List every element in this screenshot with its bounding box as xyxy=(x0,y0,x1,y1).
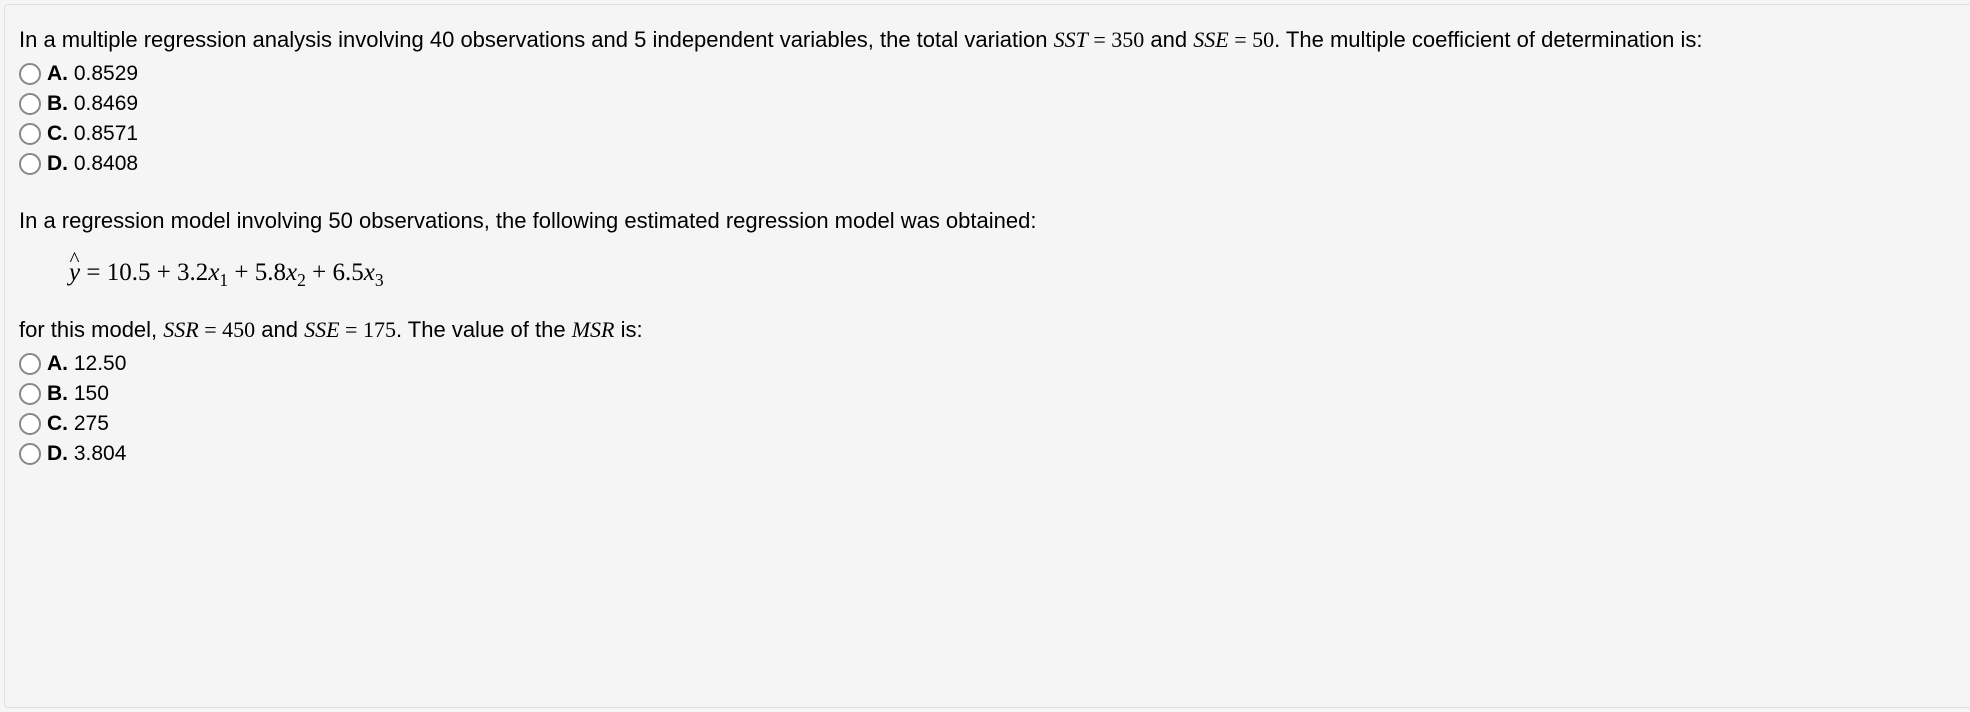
q1-sse-val: = 50 xyxy=(1229,27,1274,52)
q2-radio-c[interactable] xyxy=(19,413,41,435)
q2-option-b-letter: B. xyxy=(47,382,68,405)
question-2-options: A. 12.50 B. 150 C. 275 D. 3.804 xyxy=(19,352,1959,466)
q2-option-c-label[interactable]: C. 275 xyxy=(47,412,109,436)
q2-option-c-row: C. 275 xyxy=(19,412,1959,436)
q2-option-d-letter: D. xyxy=(47,442,68,465)
q1-sst-var: SST xyxy=(1054,27,1088,52)
q2-option-d-label[interactable]: D. 3.804 xyxy=(47,442,126,466)
q1-option-d-row: D. 0.8408 xyxy=(19,152,1959,176)
q2-text-part1: In a regression model involving 50 obser… xyxy=(19,208,1036,233)
q2-sse-val: = 175 xyxy=(340,317,396,342)
q2-option-a-label[interactable]: A. 12.50 xyxy=(47,352,126,376)
q1-text-part2: . The multiple coefficient of determinat… xyxy=(1274,27,1702,52)
quiz-container: In a multiple regression analysis involv… xyxy=(4,4,1970,708)
q2-option-a-row: A. 12.50 xyxy=(19,352,1959,376)
q1-option-d-value: 0.8408 xyxy=(74,152,138,175)
q2-option-b-row: B. 150 xyxy=(19,382,1959,406)
q1-option-b-letter: B. xyxy=(47,92,68,115)
q1-option-c-label[interactable]: C. 0.8571 xyxy=(47,122,138,146)
q2-text-p2c: is: xyxy=(614,317,642,342)
q2-option-c-value: 275 xyxy=(74,412,109,435)
q2-option-b-value: 150 xyxy=(74,382,109,405)
q2-option-a-letter: A. xyxy=(47,352,68,375)
q2-sse-var: SSE xyxy=(304,317,339,342)
q1-radio-d[interactable] xyxy=(19,153,41,175)
q1-option-a-value: 0.8529 xyxy=(74,62,138,85)
q1-option-b-row: B. 0.8469 xyxy=(19,92,1959,116)
q2-text-p2a: for this model, xyxy=(19,317,163,342)
q2-option-d-row: D. 3.804 xyxy=(19,442,1959,466)
question-2-text-part2: for this model, SSR = 450 and SSE = 175.… xyxy=(19,313,1959,346)
q2-msr-var: MSR xyxy=(572,317,615,342)
q1-radio-c[interactable] xyxy=(19,123,41,145)
q2-radio-a[interactable] xyxy=(19,353,41,375)
question-2-text-part1: In a regression model involving 50 obser… xyxy=(19,204,1959,237)
q2-option-a-value: 12.50 xyxy=(74,352,127,375)
q1-option-d-label[interactable]: D. 0.8408 xyxy=(47,152,138,176)
q1-option-a-row: A. 0.8529 xyxy=(19,62,1959,86)
q1-sse-var: SSE xyxy=(1193,27,1228,52)
q2-and: and xyxy=(255,317,304,342)
q1-option-b-label[interactable]: B. 0.8469 xyxy=(47,92,138,116)
q1-and: and xyxy=(1144,27,1193,52)
q2-text-p2b: . The value of the xyxy=(396,317,572,342)
q1-sst-val: = 350 xyxy=(1088,27,1144,52)
q2-radio-b[interactable] xyxy=(19,383,41,405)
q1-option-a-label[interactable]: A. 0.8529 xyxy=(47,62,138,86)
q1-option-b-value: 0.8469 xyxy=(74,92,138,115)
q2-radio-d[interactable] xyxy=(19,443,41,465)
q1-option-c-row: C. 0.8571 xyxy=(19,122,1959,146)
question-1-text: In a multiple regression analysis involv… xyxy=(19,23,1959,56)
q2-ssr-var: SSR xyxy=(163,317,198,342)
q2-option-d-value: 3.804 xyxy=(74,442,127,465)
q1-radio-b[interactable] xyxy=(19,93,41,115)
q1-option-a-letter: A. xyxy=(47,62,68,85)
question-1-options: A. 0.8529 B. 0.8469 C. 0.8571 D. 0.8408 xyxy=(19,62,1959,176)
q1-option-d-letter: D. xyxy=(47,152,68,175)
q2-option-b-label[interactable]: B. 150 xyxy=(47,382,109,406)
q1-radio-a[interactable] xyxy=(19,63,41,85)
q1-text-part1: In a multiple regression analysis involv… xyxy=(19,27,1054,52)
q1-option-c-value: 0.8571 xyxy=(74,122,138,145)
q2-ssr-val: = 450 xyxy=(199,317,255,342)
q2-equation: y = 10.5 + 3.2x1 + 5.8x2 + 6.5x3 xyxy=(69,259,1959,291)
q2-option-c-letter: C. xyxy=(47,412,68,435)
q1-option-c-letter: C. xyxy=(47,122,68,145)
